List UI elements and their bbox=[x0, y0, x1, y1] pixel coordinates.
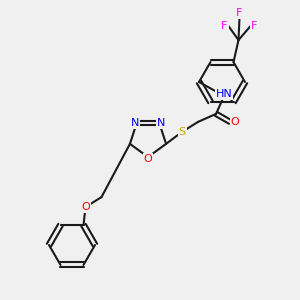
Text: N: N bbox=[157, 118, 165, 128]
Text: S: S bbox=[178, 127, 186, 137]
Text: F: F bbox=[236, 8, 243, 18]
Text: O: O bbox=[144, 154, 152, 164]
Text: O: O bbox=[231, 117, 239, 127]
Text: O: O bbox=[81, 202, 90, 212]
Text: F: F bbox=[221, 21, 228, 31]
Text: HN: HN bbox=[216, 89, 232, 99]
Text: N: N bbox=[130, 118, 139, 128]
Text: F: F bbox=[251, 21, 258, 31]
